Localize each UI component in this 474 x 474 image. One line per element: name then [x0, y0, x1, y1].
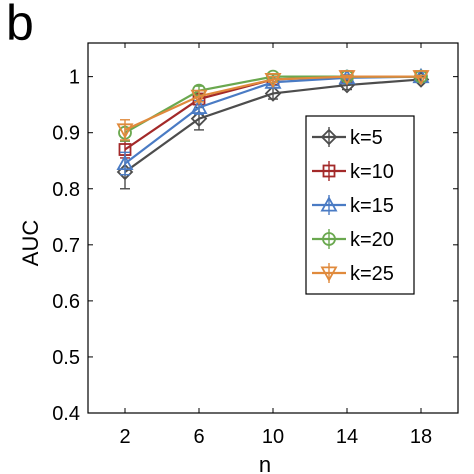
legend-marker [320, 128, 338, 146]
data-point [116, 123, 134, 139]
legend-item: k=5 [312, 127, 383, 149]
y-tick-label: 0.7 [52, 235, 80, 257]
y-tick-label: 0.9 [52, 123, 80, 145]
y-tick-label: 0.4 [52, 403, 80, 425]
y-tick-label: 0.6 [52, 291, 80, 313]
data-point [116, 154, 134, 171]
legend-marker [322, 164, 336, 178]
series-layer [116, 67, 430, 190]
y-axis-title: AUC [18, 220, 43, 267]
legend-marker [320, 266, 338, 282]
legend-label: k=5 [350, 127, 383, 149]
x-tick-label: 6 [193, 426, 204, 448]
legend-item: k=10 [312, 161, 394, 183]
legend-label: k=10 [350, 161, 394, 183]
x-tick-label: 10 [262, 426, 284, 448]
data-point [190, 89, 208, 106]
legend-item: k=15 [312, 195, 394, 217]
data-point [338, 70, 356, 86]
data-point [264, 85, 282, 102]
legend-label: k=15 [350, 195, 394, 217]
x-axis-title: n [259, 452, 271, 474]
y-tick-label: 0.5 [52, 347, 80, 369]
y-tick-label: 0.8 [52, 179, 80, 201]
legend-item: k=20 [312, 229, 394, 251]
legend-marker [320, 196, 338, 212]
x-tick-label: 2 [119, 426, 130, 448]
data-point [190, 110, 208, 127]
data-point [412, 70, 430, 86]
y-tick-label: 1 [69, 67, 80, 89]
data-point [190, 98, 208, 114]
legend-marker [322, 232, 336, 246]
y-axis-ticks: 0.4 0.5 0.6 0.7 0.8 0.9 1 [52, 67, 458, 425]
panel-label: b [6, 0, 34, 51]
series-k-25 [116, 70, 430, 141]
x-axis-ticks: 2 6 10 14 18 [119, 43, 432, 448]
x-tick-label: 18 [410, 426, 432, 448]
data-point [264, 72, 282, 89]
legend-label: k=20 [350, 229, 394, 251]
x-tick-label: 14 [336, 426, 358, 448]
legend: k=5 k=10 k=15 k=20 k=25 [305, 115, 415, 295]
legend-label: k=25 [350, 263, 394, 285]
legend-item: k=25 [312, 263, 394, 285]
